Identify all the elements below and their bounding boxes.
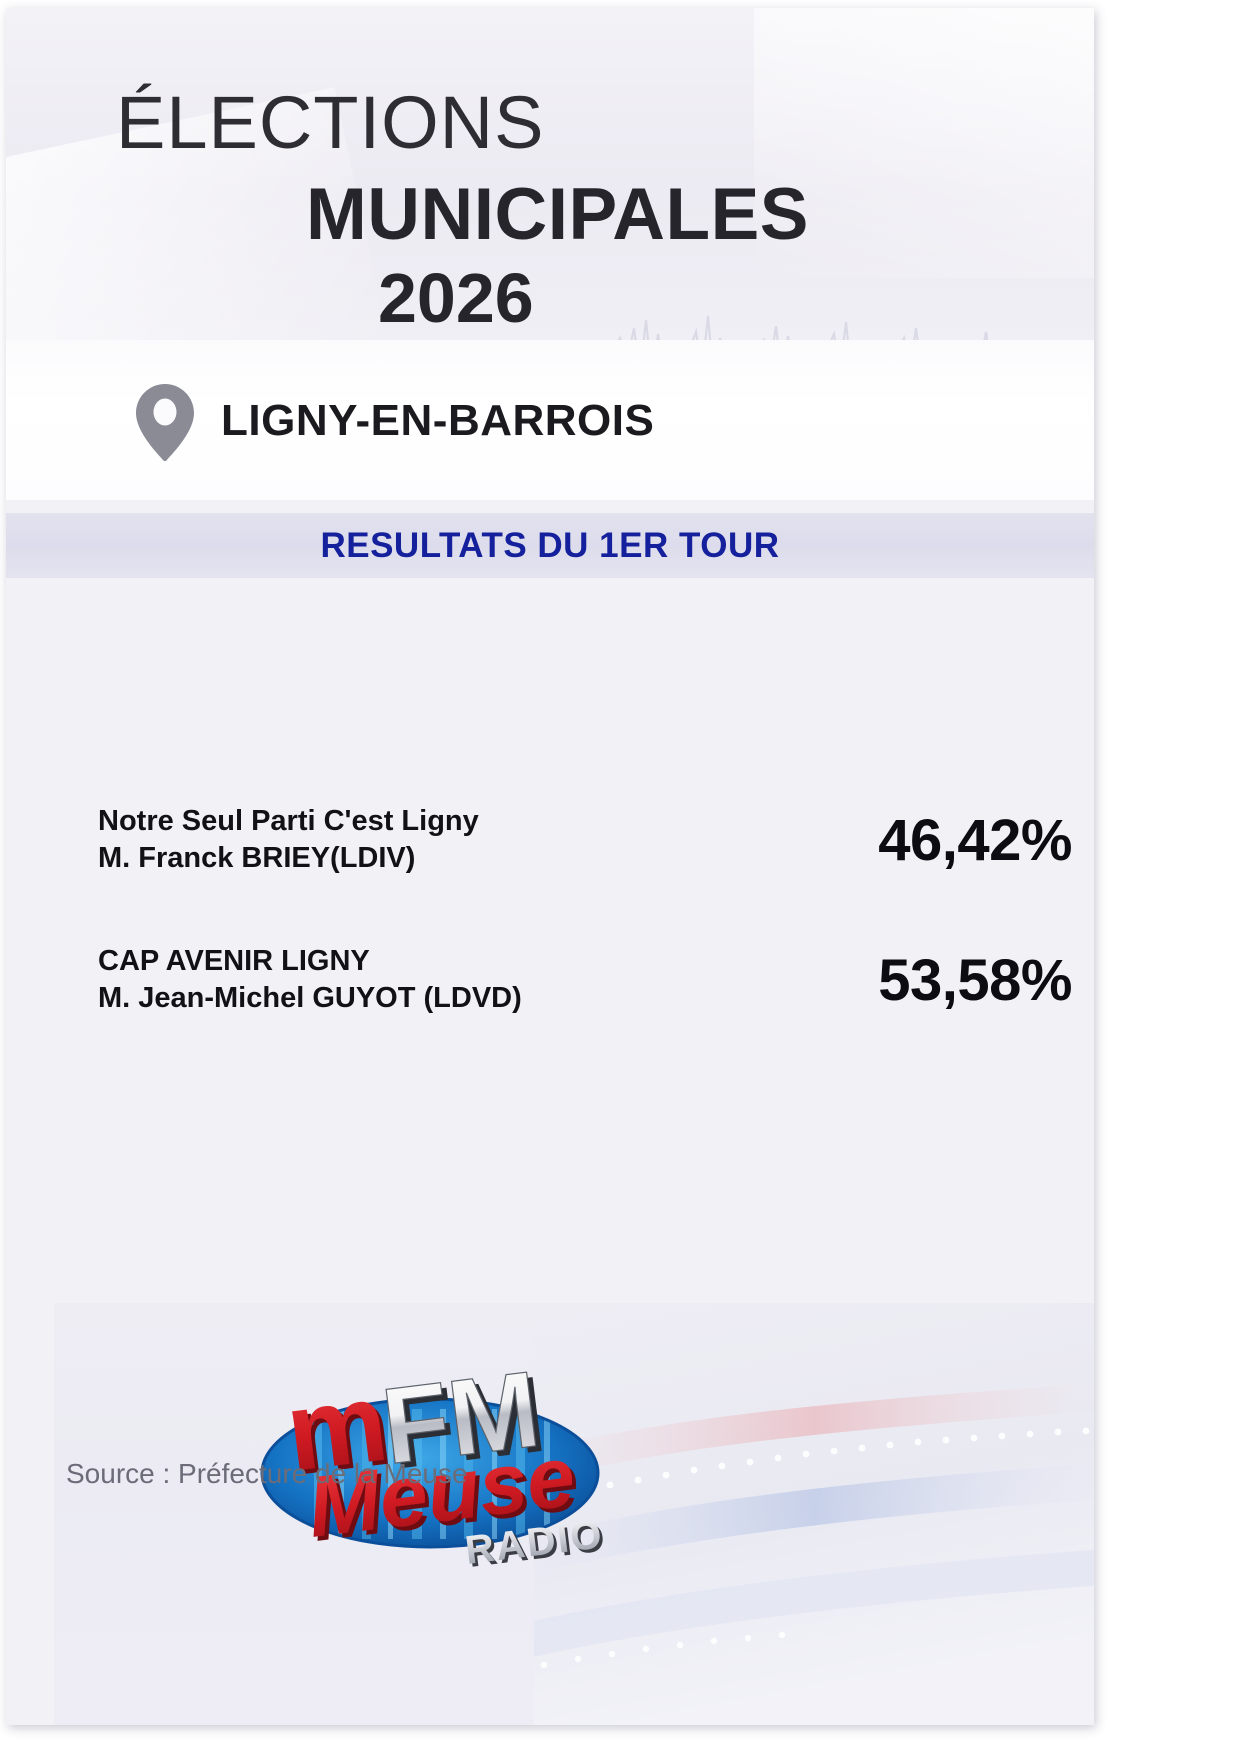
results-banner-title: RESULTATS DU 1ER TOUR (320, 525, 780, 565)
svg-text:FM: FM (382, 1353, 552, 1492)
page-title-year: 2026 (378, 259, 534, 337)
location-name: LIGNY-EN-BARROIS (221, 396, 655, 445)
footer-panel: m m FM FM Meuse Meuse RADIO RADIO Source… (54, 1303, 1094, 1725)
result-party-name: CAP AVENIR LIGNY (98, 945, 370, 977)
results-banner: RESULTATS DU 1ER TOUR (6, 513, 1094, 578)
footer-backdrop-art (534, 1303, 1094, 1725)
result-row: CAP AVENIR LIGNY M. Jean-Michel GUYOT (L… (6, 943, 1094, 1017)
result-labels: Notre Seul Parti C'est Ligny M. Franck B… (6, 803, 766, 877)
page-title-elections: ÉLECTIONS (116, 81, 545, 164)
result-party-name: Notre Seul Parti C'est Ligny (98, 805, 479, 837)
results-list: Notre Seul Parti C'est Ligny M. Franck B… (6, 578, 1094, 1303)
svg-text:FM: FM (376, 1348, 546, 1487)
source-note: Source : Préfecture de la Meuse (66, 1458, 468, 1489)
result-percentage: 53,58% (878, 947, 1072, 1013)
svg-text:m: m (284, 1363, 398, 1499)
page-title-municipales: MUNICIPALES (306, 174, 809, 255)
mfm-meuse-radio-logo: m m FM FM Meuse Meuse RADIO RADIO (254, 1323, 614, 1583)
result-card: ÉLECTIONS MUNICIPALES 2026 LIGNY-EN-BARR… (6, 8, 1094, 1725)
mfm-logo-art: m m FM FM Meuse Meuse RADIO RADIO (260, 1347, 609, 1576)
svg-text:m: m (280, 1359, 394, 1495)
header-block: ÉLECTIONS MUNICIPALES 2026 (6, 8, 1094, 340)
result-candidate-name: M. Franck BRIEY(LDIV) (98, 842, 416, 875)
result-percentage: 46,42% (878, 807, 1072, 873)
result-candidate-name: M. Jean-Michel GUYOT (LDVD) (98, 982, 522, 1015)
footer-backdrop (534, 1303, 1094, 1725)
header-sheen-right (754, 8, 1094, 278)
result-labels: CAP AVENIR LIGNY M. Jean-Michel GUYOT (L… (6, 943, 766, 1017)
result-row: Notre Seul Parti C'est Ligny M. Franck B… (6, 803, 1094, 877)
audio-waveform-icon (617, 315, 989, 340)
map-pin-icon (136, 384, 194, 462)
location-bar: LIGNY-EN-BARROIS (6, 340, 1094, 500)
